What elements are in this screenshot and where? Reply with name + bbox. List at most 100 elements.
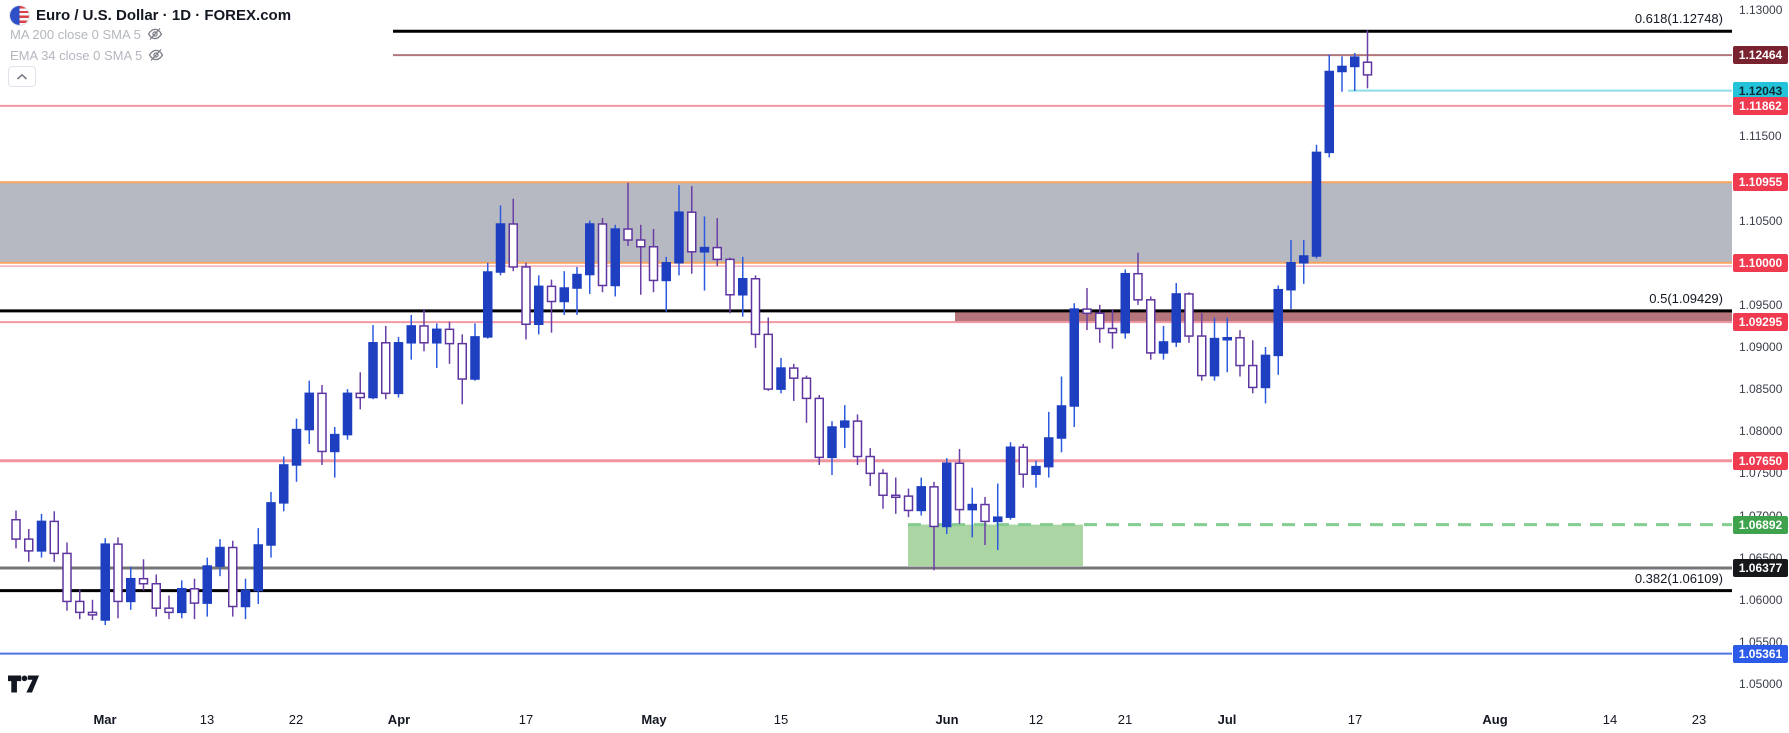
candle[interactable] <box>228 540 238 617</box>
candle[interactable] <box>304 380 314 444</box>
chevron-up-icon[interactable] <box>8 66 36 87</box>
candle[interactable] <box>368 325 378 400</box>
candle[interactable] <box>1005 442 1016 520</box>
tradingview-logo[interactable] <box>8 674 40 699</box>
candle[interactable] <box>189 578 200 620</box>
candle[interactable] <box>138 559 149 591</box>
candle[interactable] <box>636 224 646 295</box>
indicator-row-ema34[interactable]: EMA 34 close 0 SMA 5 <box>10 47 164 63</box>
supply-zone-gray[interactable] <box>0 182 1732 263</box>
candle[interactable] <box>126 566 136 610</box>
candle[interactable] <box>687 186 697 274</box>
resistance-zone-red[interactable] <box>955 310 1732 323</box>
symbol-title[interactable]: Euro / U.S. Dollar · 1D · FOREX.com <box>36 7 292 24</box>
candle[interactable] <box>1056 376 1067 453</box>
candle[interactable] <box>330 427 340 478</box>
candle[interactable] <box>470 323 480 381</box>
candle[interactable] <box>1184 292 1194 343</box>
candle[interactable] <box>1095 304 1105 343</box>
candle[interactable] <box>1069 303 1079 428</box>
candle[interactable] <box>1107 309 1118 349</box>
candle[interactable] <box>75 589 85 620</box>
candle[interactable] <box>253 528 263 604</box>
candle[interactable] <box>801 375 812 423</box>
candle[interactable] <box>419 309 429 352</box>
candle[interactable] <box>317 384 327 465</box>
chart-plot-area[interactable]: 0.618(1.12748) 0.5(1.09429) 0.382(1.06109) <box>0 0 1732 705</box>
candle[interactable] <box>1248 340 1258 394</box>
candle[interactable] <box>903 488 914 518</box>
demand-zone-green[interactable] <box>908 524 1083 567</box>
candle[interactable] <box>814 395 824 465</box>
candle[interactable] <box>738 256 748 317</box>
candle[interactable] <box>980 496 990 545</box>
candle[interactable] <box>967 487 977 538</box>
candle[interactable] <box>521 262 531 340</box>
candle[interactable] <box>266 491 276 558</box>
candle[interactable] <box>1311 144 1322 259</box>
candle[interactable] <box>1222 317 1232 373</box>
candle[interactable] <box>508 198 518 272</box>
candle[interactable] <box>942 458 952 535</box>
candle[interactable] <box>954 448 965 524</box>
candle[interactable] <box>1197 313 1207 381</box>
candle[interactable] <box>1082 288 1092 331</box>
candle[interactable] <box>776 357 786 394</box>
candle[interactable] <box>789 363 799 401</box>
candle[interactable] <box>291 418 302 482</box>
candle[interactable] <box>534 275 544 335</box>
candle[interactable] <box>827 421 837 476</box>
candle[interactable] <box>355 372 365 410</box>
candle[interactable] <box>100 538 110 626</box>
candle[interactable] <box>852 414 863 465</box>
candle[interactable] <box>36 513 47 558</box>
candle[interactable] <box>1044 411 1054 478</box>
candle[interactable] <box>279 456 289 512</box>
candle[interactable] <box>610 224 620 297</box>
candle[interactable] <box>865 448 875 487</box>
candle[interactable] <box>1324 54 1334 158</box>
candle[interactable] <box>1018 443 1028 488</box>
candle[interactable] <box>1146 296 1156 360</box>
candle[interactable] <box>1337 56 1347 92</box>
candle[interactable] <box>87 599 98 620</box>
candle[interactable] <box>1362 30 1373 89</box>
candle[interactable] <box>1286 240 1296 310</box>
candle[interactable] <box>62 542 72 611</box>
candle[interactable] <box>177 580 187 619</box>
candle[interactable] <box>342 389 353 440</box>
candle[interactable] <box>24 528 34 562</box>
candle[interactable] <box>648 229 659 293</box>
candle[interactable] <box>559 271 569 315</box>
candle[interactable] <box>49 511 59 562</box>
candle[interactable] <box>113 537 123 619</box>
candle[interactable] <box>164 595 174 620</box>
candle[interactable] <box>1209 317 1220 381</box>
candle[interactable] <box>215 539 225 577</box>
candle[interactable] <box>1273 285 1283 375</box>
candle[interactable] <box>202 557 212 617</box>
candle[interactable] <box>661 256 671 312</box>
eye-off-icon[interactable] <box>148 47 164 63</box>
candle[interactable] <box>1235 330 1245 377</box>
candle[interactable] <box>406 314 416 360</box>
candle[interactable] <box>891 477 901 514</box>
candle[interactable] <box>1171 282 1181 347</box>
candle[interactable] <box>1299 240 1309 284</box>
time-axis[interactable]: Mar 13 22 Apr 17 May 15 Jun 12 21 Jul 17 Aug 14 23 <box>0 705 1789 733</box>
candle[interactable] <box>916 477 926 516</box>
candle[interactable] <box>712 218 722 267</box>
candle[interactable] <box>840 405 850 449</box>
candle[interactable] <box>457 334 467 405</box>
symbol-header[interactable]: Euro / U.S. Dollar · 1D · FOREX.com <box>10 6 291 25</box>
candle[interactable] <box>699 216 710 291</box>
candle[interactable] <box>381 325 391 400</box>
candle[interactable] <box>572 266 582 315</box>
candle[interactable] <box>1133 252 1143 305</box>
candle[interactable] <box>495 205 506 276</box>
candle[interactable] <box>750 275 761 348</box>
candle[interactable] <box>585 220 595 294</box>
candle[interactable] <box>432 323 442 369</box>
indicator-row-ma200[interactable]: MA 200 close 0 SMA 5 <box>10 26 163 42</box>
candle[interactable] <box>546 279 557 333</box>
